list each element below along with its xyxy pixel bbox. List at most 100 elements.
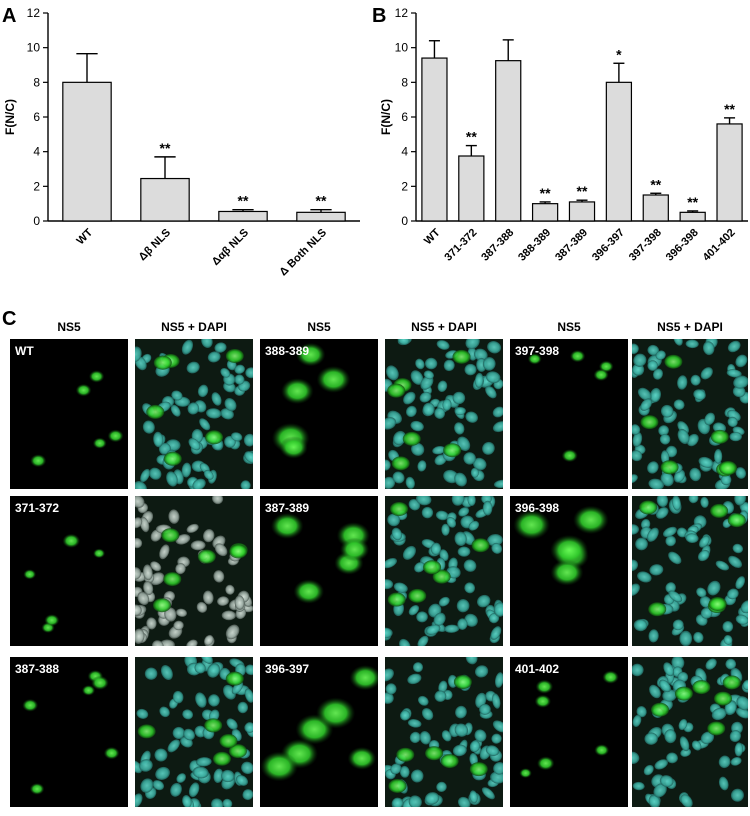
- nucleus: [200, 657, 213, 664]
- nucleus: [632, 431, 643, 448]
- y-tick-label: 0: [401, 214, 408, 228]
- nucleus: [465, 411, 478, 423]
- green-cell: [339, 537, 370, 562]
- nucleus: [385, 476, 396, 489]
- green-cell: [519, 768, 532, 779]
- nucleus: [402, 545, 416, 560]
- y-tick-label: 0: [33, 214, 40, 228]
- nucleus: [419, 731, 431, 745]
- nucleus: [672, 619, 684, 631]
- nucleus: [242, 789, 253, 801]
- chart-a: 0 2 4 6 8 10 12 F(N/C) WT ** Δβ NLS ** Δαβ NLS ** Δ Bo…: [3, 6, 360, 278]
- green-cell: [225, 348, 244, 363]
- nucleus: [464, 613, 478, 627]
- green-cell: [469, 762, 488, 777]
- nucleus: [647, 344, 660, 356]
- nucleus: [424, 357, 438, 370]
- nucleus: [454, 407, 466, 416]
- category-label: 387-389: [553, 227, 590, 264]
- nucleus: [735, 707, 748, 719]
- nucleus: [659, 679, 671, 693]
- micrograph-ns5-dapi: [385, 339, 503, 489]
- nucleus: [399, 765, 410, 778]
- nucleus: [188, 782, 200, 798]
- nucleus: [196, 601, 208, 613]
- green-cell: [260, 751, 298, 782]
- nucleus: [632, 583, 640, 596]
- micrograph-ns5-dapi: [632, 339, 748, 489]
- green-cell: [664, 354, 683, 369]
- green-cell: [527, 353, 542, 365]
- bar: [716, 123, 743, 222]
- nucleus: [168, 509, 180, 524]
- significance-mark: **: [160, 140, 171, 156]
- green-cell: [713, 691, 732, 706]
- bar: [679, 211, 706, 222]
- bar: [495, 60, 522, 222]
- green-cell: [22, 698, 39, 712]
- nucleus: [423, 370, 434, 380]
- nucleus: [649, 564, 664, 576]
- nucleus: [685, 533, 699, 544]
- green-cell: [648, 602, 667, 617]
- nucleus: [411, 442, 425, 456]
- nucleus: [707, 580, 721, 596]
- nucleus: [700, 607, 713, 619]
- nucleus: [647, 360, 659, 371]
- nucleus: [658, 425, 669, 436]
- nucleus: [704, 412, 716, 426]
- green-cell: [594, 744, 610, 757]
- category-label: 371-372: [442, 227, 479, 264]
- micrograph-column-header: NS5 + DAPI: [411, 320, 477, 334]
- nucleus: [672, 496, 681, 511]
- nucleus: [385, 417, 397, 430]
- nucleus: [207, 351, 221, 363]
- nucleus: [734, 742, 744, 757]
- nucleus: [150, 561, 162, 572]
- nucleus: [456, 599, 470, 613]
- nucleus: [473, 457, 487, 471]
- nucleus: [224, 398, 237, 412]
- nucleus: [166, 471, 178, 487]
- y-tick-label: 2: [33, 179, 40, 193]
- nucleus: [727, 416, 738, 428]
- micrograph-grid: WT 388-389 397-398 371-372 387-389 396-398 387…: [10, 339, 748, 807]
- nucleus: [723, 634, 733, 645]
- nucleus: [481, 787, 495, 800]
- nucleus: [446, 516, 457, 528]
- green-cell: [572, 505, 609, 535]
- nucleus: [711, 707, 727, 721]
- nucleus: [135, 346, 142, 363]
- nucleus: [414, 561, 425, 573]
- green-cell: [347, 746, 377, 770]
- nucleus: [432, 445, 446, 455]
- nucleus: [415, 496, 432, 506]
- nucleus: [241, 761, 253, 775]
- green-cell: [710, 503, 729, 518]
- category-label: 396-397: [590, 227, 627, 264]
- nucleus: [213, 768, 224, 784]
- green-cell: [408, 588, 427, 603]
- nucleus: [691, 740, 702, 751]
- nucleus: [485, 371, 501, 384]
- nucleus: [436, 340, 450, 350]
- nucleus: [182, 709, 194, 720]
- nucleus: [479, 703, 491, 715]
- green-cell: [295, 342, 326, 367]
- nucleus: [152, 640, 164, 646]
- nucleus: [637, 387, 652, 401]
- green-cell: [349, 665, 378, 691]
- nucleus: [648, 629, 659, 643]
- green-cell: [388, 778, 407, 793]
- nucleus: [175, 534, 191, 545]
- bar: [531, 203, 559, 222]
- green-cell: [387, 592, 406, 607]
- nucleus: [474, 665, 489, 678]
- nucleus: [727, 340, 741, 353]
- green-cell: [550, 559, 584, 586]
- nucleus: [385, 579, 394, 590]
- nucleus: [722, 621, 734, 633]
- nucleus: [635, 537, 648, 551]
- nucleus: [142, 564, 153, 581]
- micrograph-ns5: 396-398: [510, 496, 628, 646]
